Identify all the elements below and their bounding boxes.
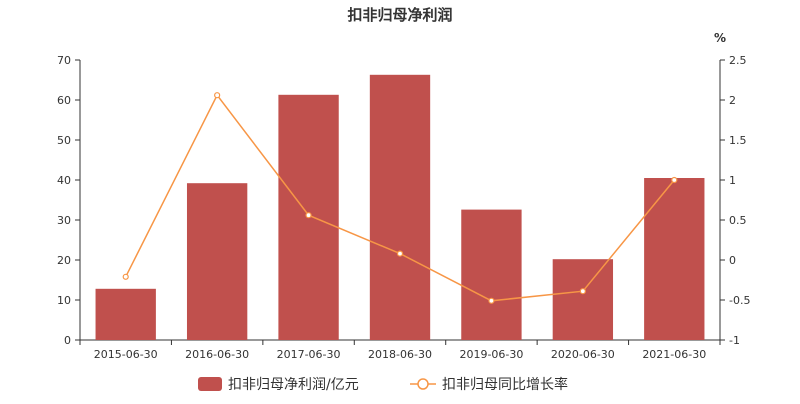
x-tick-label: 2016-06-30 <box>185 348 249 361</box>
y-right-tick-label: 1 <box>729 174 736 187</box>
y-right-tick-label: 0 <box>729 254 736 267</box>
legend-bar-swatch <box>198 377 222 391</box>
y-left-tick-label: 20 <box>57 254 71 267</box>
y-right-unit-label: % <box>714 31 726 45</box>
axes: 0 10 20 30 40 50 60 70 -1 -0.5 0 0.5 1 1.5 2 2.5% 2015-0… <box>57 31 750 361</box>
bar <box>644 178 705 340</box>
x-tick-label: 2020-06-30 <box>551 348 615 361</box>
y-right-tick-label: -0.5 <box>729 294 750 307</box>
line-point <box>214 92 221 99</box>
y-left-tick-label: 60 <box>57 94 71 107</box>
y-right-tick-label: 2 <box>729 94 736 107</box>
chart-title: 扣非归母净利润 <box>347 6 452 24</box>
legend: 扣非归母净利润/亿元 扣非归母同比增长率 <box>198 376 568 393</box>
x-tick-label: 2021-06-30 <box>642 348 706 361</box>
legend-bar-label: 扣非归母净利润/亿元 <box>228 376 359 393</box>
bar <box>552 259 614 340</box>
bar <box>186 183 248 340</box>
x-tick-label: 2018-06-30 <box>368 348 432 361</box>
line-point <box>488 297 495 304</box>
legend-line-marker <box>417 378 429 390</box>
y-right-tick-label: -1 <box>729 334 740 347</box>
y-left-tick-label: 40 <box>57 174 71 187</box>
line-point <box>396 250 404 257</box>
legend-line-label: 扣非归母同比增长率 <box>442 376 568 393</box>
line-point <box>671 176 678 184</box>
x-tick-label: 2019-06-30 <box>459 348 523 361</box>
y-left-tick-label: 70 <box>57 54 71 67</box>
line-point <box>305 212 312 219</box>
line-point <box>579 288 586 295</box>
bar <box>95 288 156 340</box>
bar <box>369 74 431 341</box>
y-right-tick-label: 2.5 <box>729 54 747 67</box>
bar <box>461 209 522 340</box>
y-right-tick-label: 0.5 <box>729 214 747 227</box>
bar-series <box>95 74 705 341</box>
line-point <box>122 273 129 280</box>
y-left-tick-label: 50 <box>57 134 71 147</box>
y-left-tick-label: 10 <box>57 294 71 307</box>
y-right-tick-label: 1.5 <box>729 134 747 147</box>
x-tick-label: 2015-06-30 <box>94 348 158 361</box>
y-left-tick-label: 30 <box>57 214 71 227</box>
x-tick-label: 2017-06-30 <box>277 348 341 361</box>
y-left-tick-label: 0 <box>64 334 71 347</box>
line-series <box>122 92 678 304</box>
